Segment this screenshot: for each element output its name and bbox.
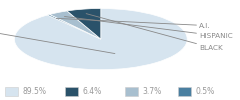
Text: 6.4%: 6.4% [83, 86, 102, 96]
Text: HISPANIC: HISPANIC [65, 16, 233, 39]
Wedge shape [67, 8, 101, 39]
Text: 0.5%: 0.5% [196, 86, 215, 96]
Text: A.I.: A.I. [56, 18, 211, 28]
Text: WHITE: WHITE [0, 28, 115, 54]
Wedge shape [14, 8, 187, 70]
FancyBboxPatch shape [65, 86, 78, 96]
FancyBboxPatch shape [178, 86, 191, 96]
Wedge shape [50, 11, 101, 39]
Text: 3.7%: 3.7% [143, 86, 162, 96]
FancyBboxPatch shape [125, 86, 138, 96]
Wedge shape [48, 14, 101, 39]
Text: BLACK: BLACK [86, 14, 223, 51]
FancyBboxPatch shape [5, 86, 18, 96]
Text: 89.5%: 89.5% [23, 86, 47, 96]
